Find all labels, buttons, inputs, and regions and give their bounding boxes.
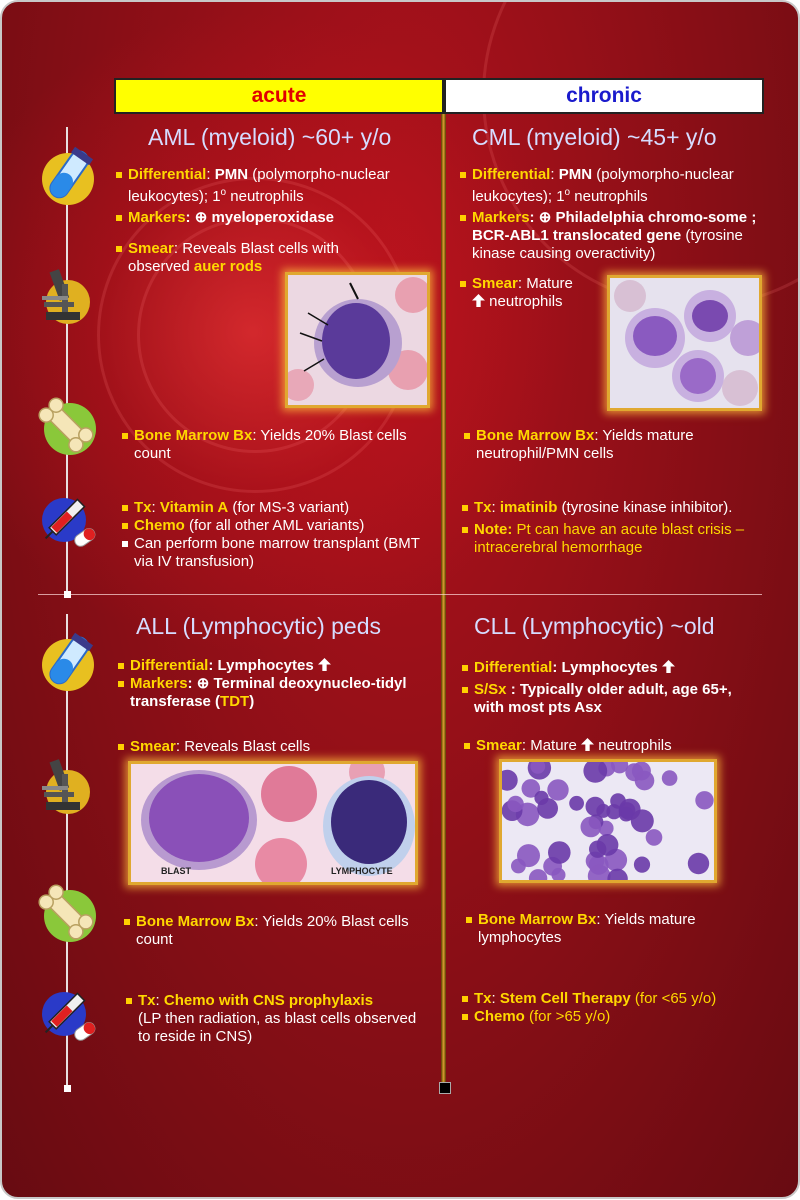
all-bone-marrow: Bone Marrow Bx: Yields 20% Blast cells c…	[124, 913, 424, 949]
timeline-bottom	[66, 614, 68, 1089]
timeline-node	[64, 1085, 71, 1092]
cll-smear: Smear: Mature neutrophils	[464, 737, 764, 755]
all-differential: Differential: Lymphocytes Markers: ⊕ Ter…	[118, 657, 428, 711]
cll-bone-marrow: Bone Marrow Bx: Yields mature lymphocyte…	[466, 911, 766, 947]
aml-tx: Tx: Vitamin A (for MS-3 variant) Chemo (…	[122, 499, 422, 571]
aml-smear-image	[285, 272, 430, 408]
test-tube-icon	[42, 632, 94, 691]
row-divider	[38, 594, 762, 595]
all-title: ALL (Lymphocytic) peds	[136, 613, 382, 639]
cml-smear-image	[607, 275, 762, 411]
all-tx: Tx: Chemo with CNS prophylaxis (LP then …	[126, 992, 426, 1046]
cml-title: CML (myeloid) ~45+ y/o	[472, 124, 717, 150]
aml-markers: Markers: ⊕ myeloperoxidase	[116, 209, 406, 227]
microscope-icon	[42, 269, 90, 324]
arrow-up-icon	[661, 660, 675, 673]
cml-tx: Tx: imatinib (tyrosine kinase inhibitor)…	[462, 499, 762, 557]
all-smear-image: BLAST LYMPHOCYTE	[128, 761, 418, 885]
aml-differential: Differential: PMN (polymorpho-nuclear le…	[116, 166, 406, 206]
timeline-node	[64, 591, 71, 598]
arrow-up-icon	[317, 658, 331, 671]
test-tube-icon	[42, 146, 94, 205]
divider-end	[439, 1082, 451, 1094]
cml-smear: Smear: Mature neutrophils	[460, 275, 600, 311]
header-acute: acute	[114, 78, 444, 114]
cml-bone-marrow: Bone Marrow Bx: Yields mature neutrophil…	[464, 427, 759, 463]
cml-markers: Markers: ⊕ Philadelphia chromo-some ; BC…	[460, 209, 765, 263]
all-smear: Smear: Reveals Blast cells	[118, 738, 418, 756]
blast-label: BLAST	[161, 866, 191, 876]
cll-tx: Tx: Stem Cell Therapy (for <65 y/o) Chem…	[462, 990, 767, 1026]
arrow-up-icon	[472, 294, 485, 307]
header-chronic: chronic	[444, 78, 764, 114]
cll-title: CLL (Lymphocytic) ~old	[474, 613, 715, 639]
aml-smear: Smear: Reveals Blast cells with observed…	[116, 240, 396, 276]
aml-bone-marrow: Bone Marrow Bx: Yields 20% Blast cells c…	[122, 427, 422, 463]
timeline-top	[66, 127, 68, 592]
cml-differential: Differential: PMN (polymorpho-nuclear le…	[460, 166, 760, 206]
arrow-up-icon	[581, 738, 595, 751]
cll-differential: Differential: Lymphocytes S/Sx : Typical…	[462, 659, 762, 717]
bone-icon	[38, 884, 96, 942]
syringe-pill-icon	[42, 992, 96, 1041]
bone-icon	[38, 397, 96, 455]
lymphocyte-label: LYMPHOCYTE	[331, 866, 393, 876]
column-divider	[441, 114, 446, 1086]
cll-smear-image	[499, 759, 717, 883]
syringe-pill-icon	[42, 498, 96, 547]
aml-title: AML (myeloid) ~60+ y/o	[148, 124, 392, 150]
microscope-icon	[42, 759, 90, 814]
